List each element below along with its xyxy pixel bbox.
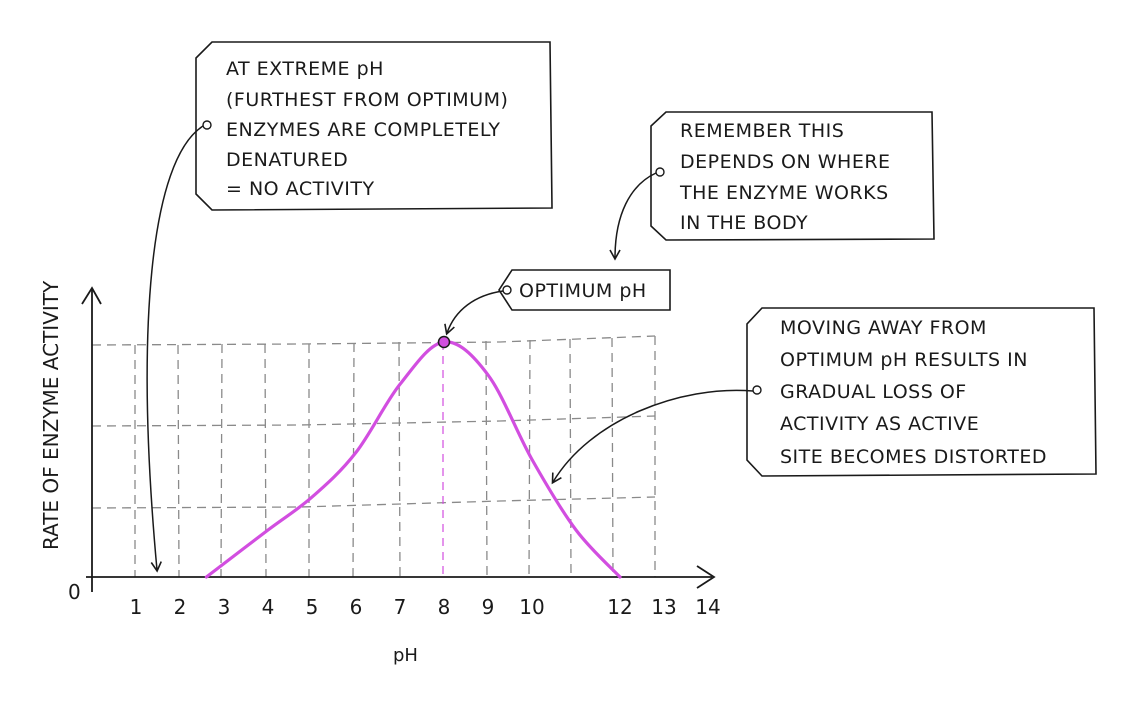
- annotation-extreme-ph: AT EXTREME pH (FURTHEST FROM OPTIMUM) EN…: [195, 41, 553, 211]
- moving-line-1: MOVING AWAY FROM: [780, 317, 987, 339]
- x-tick-label: 7: [394, 595, 407, 619]
- extreme-arrow: [146, 125, 204, 573]
- x-tick-label: 3: [218, 595, 231, 619]
- annotation-optimum: OPTIMUM pH: [498, 269, 671, 311]
- remember-line-2: DEPENDS ON WHERE: [680, 151, 891, 173]
- chart-axes: [81, 286, 716, 592]
- x-tick-label: 8: [438, 595, 451, 619]
- x-tick-labels: 1 2 3 4 5 6 7 8 9 10 12 13 14: [130, 595, 721, 619]
- extreme-line-5: = NO ACTIVITY: [226, 178, 375, 200]
- annotation-remember: REMEMBER THIS DEPENDS ON WHERE THE ENZYM…: [650, 111, 935, 241]
- x-tick-label: 13: [651, 595, 676, 619]
- moving-arrow: [551, 389, 754, 485]
- moving-line-2: OPTIMUM pH RESULTS IN: [780, 349, 1028, 371]
- x-tick-label: 4: [262, 595, 275, 619]
- x-tick-label: 10: [519, 595, 544, 619]
- remember-arrow: [609, 172, 657, 261]
- x-tick-label: 12: [607, 595, 632, 619]
- x-tick-label: 14: [695, 595, 720, 619]
- optimum-label: OPTIMUM pH: [519, 280, 647, 302]
- remember-line-4: IN THE BODY: [680, 212, 808, 234]
- chart-grid: [91, 335, 656, 578]
- x-axis-label: pH: [393, 645, 418, 666]
- optimum-point: [437, 335, 451, 349]
- extreme-line-2: (FURTHEST FROM OPTIMUM): [226, 89, 508, 111]
- x-tick-label: 2: [174, 595, 187, 619]
- remember-line-1: REMEMBER THIS: [680, 120, 844, 142]
- y-axis-label: RATE OF ENZYME ACTIVITY: [39, 280, 63, 550]
- remember-line-3: THE ENZYME WORKS: [679, 182, 889, 204]
- x-tick-label: 1: [130, 595, 143, 619]
- moving-line-4: ACTIVITY AS ACTIVE: [780, 413, 979, 435]
- extreme-line-1: AT EXTREME pH: [226, 58, 384, 80]
- origin-label: 0: [68, 580, 81, 604]
- extreme-line-4: DENATURED: [226, 149, 348, 171]
- extreme-line-3: ENZYMES ARE COMPLETELY: [226, 119, 501, 141]
- optimum-arrow: [444, 290, 504, 336]
- moving-line-5: SITE BECOMES DISTORTED: [780, 446, 1047, 468]
- x-tick-label: 6: [350, 595, 363, 619]
- moving-line-3: GRADUAL LOSS OF: [780, 381, 967, 403]
- annotation-moving-away: MOVING AWAY FROM OPTIMUM pH RESULTS IN G…: [746, 307, 1097, 477]
- activity-curve: [204, 340, 622, 579]
- x-tick-label: 9: [482, 595, 495, 619]
- x-tick-label: 5: [306, 595, 319, 619]
